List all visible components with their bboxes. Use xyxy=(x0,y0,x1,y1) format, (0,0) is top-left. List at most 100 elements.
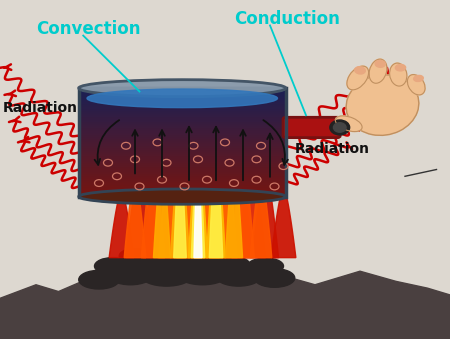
Ellipse shape xyxy=(369,59,387,83)
Bar xyxy=(79,135,286,138)
Circle shape xyxy=(333,123,346,132)
Bar xyxy=(79,118,286,121)
Bar xyxy=(79,150,286,153)
Polygon shape xyxy=(212,142,238,258)
Bar xyxy=(79,157,286,160)
Polygon shape xyxy=(143,159,172,258)
Bar xyxy=(79,89,286,93)
Ellipse shape xyxy=(202,248,238,263)
Ellipse shape xyxy=(355,67,365,74)
Ellipse shape xyxy=(390,63,407,86)
Bar xyxy=(79,88,286,197)
Ellipse shape xyxy=(216,266,261,286)
Polygon shape xyxy=(176,136,202,258)
Bar xyxy=(79,100,286,103)
Polygon shape xyxy=(225,153,243,258)
Bar xyxy=(79,128,286,132)
Bar xyxy=(79,146,286,149)
Polygon shape xyxy=(158,146,184,258)
Ellipse shape xyxy=(87,89,278,108)
Ellipse shape xyxy=(254,268,295,287)
Polygon shape xyxy=(126,170,153,258)
Polygon shape xyxy=(197,136,226,258)
Bar xyxy=(79,187,286,190)
Polygon shape xyxy=(252,170,279,258)
Bar xyxy=(79,180,286,184)
Bar xyxy=(79,131,286,134)
Polygon shape xyxy=(207,139,225,258)
Bar xyxy=(79,113,286,116)
Bar xyxy=(79,194,286,197)
Polygon shape xyxy=(194,136,220,258)
Bar xyxy=(79,161,286,164)
Polygon shape xyxy=(225,149,252,258)
Ellipse shape xyxy=(414,75,423,81)
Polygon shape xyxy=(191,142,205,258)
Bar xyxy=(79,174,286,177)
Polygon shape xyxy=(238,159,266,258)
Polygon shape xyxy=(0,271,450,339)
Bar xyxy=(79,94,286,97)
Bar xyxy=(79,104,286,108)
Polygon shape xyxy=(211,142,239,258)
Polygon shape xyxy=(271,186,296,258)
Polygon shape xyxy=(170,142,199,258)
Bar xyxy=(79,152,286,155)
Bar xyxy=(79,148,286,151)
Bar xyxy=(79,159,286,162)
Text: Radiation: Radiation xyxy=(295,142,370,156)
Polygon shape xyxy=(109,190,134,258)
Polygon shape xyxy=(250,173,272,258)
Bar xyxy=(79,137,286,140)
Circle shape xyxy=(330,120,350,135)
Bar xyxy=(79,115,286,119)
Bar xyxy=(79,185,286,188)
Polygon shape xyxy=(194,146,202,258)
Ellipse shape xyxy=(347,66,369,90)
Ellipse shape xyxy=(178,264,227,285)
Polygon shape xyxy=(184,136,212,258)
Bar xyxy=(79,189,286,192)
Ellipse shape xyxy=(248,258,284,274)
Text: Radiation: Radiation xyxy=(2,101,77,115)
Bar xyxy=(79,141,286,144)
Polygon shape xyxy=(141,159,165,258)
Bar xyxy=(79,87,286,90)
Ellipse shape xyxy=(209,256,250,273)
Polygon shape xyxy=(189,139,207,258)
Bar xyxy=(79,170,286,173)
Polygon shape xyxy=(153,159,171,258)
Bar xyxy=(79,96,286,99)
Text: Convection: Convection xyxy=(36,20,140,38)
Bar xyxy=(79,126,286,129)
Polygon shape xyxy=(171,146,189,258)
Bar xyxy=(79,120,286,123)
Bar xyxy=(79,176,286,179)
Bar xyxy=(79,92,286,95)
Ellipse shape xyxy=(155,247,196,263)
Polygon shape xyxy=(174,149,186,258)
Ellipse shape xyxy=(108,264,153,285)
Ellipse shape xyxy=(375,60,385,67)
Bar xyxy=(79,183,286,186)
Bar xyxy=(79,143,286,147)
Ellipse shape xyxy=(142,266,191,286)
Bar xyxy=(79,133,286,136)
Bar xyxy=(79,124,286,127)
Ellipse shape xyxy=(407,75,425,95)
Ellipse shape xyxy=(396,64,405,71)
Bar xyxy=(79,102,286,105)
Ellipse shape xyxy=(94,258,130,275)
Bar xyxy=(79,109,286,112)
Ellipse shape xyxy=(79,271,119,289)
Bar xyxy=(79,191,286,195)
Ellipse shape xyxy=(346,75,419,135)
Ellipse shape xyxy=(79,80,286,97)
Bar xyxy=(79,167,286,171)
Bar xyxy=(79,98,286,101)
Polygon shape xyxy=(124,176,146,258)
Ellipse shape xyxy=(335,116,362,132)
Text: Conduction: Conduction xyxy=(234,10,340,28)
Polygon shape xyxy=(158,149,184,258)
Polygon shape xyxy=(209,142,223,258)
